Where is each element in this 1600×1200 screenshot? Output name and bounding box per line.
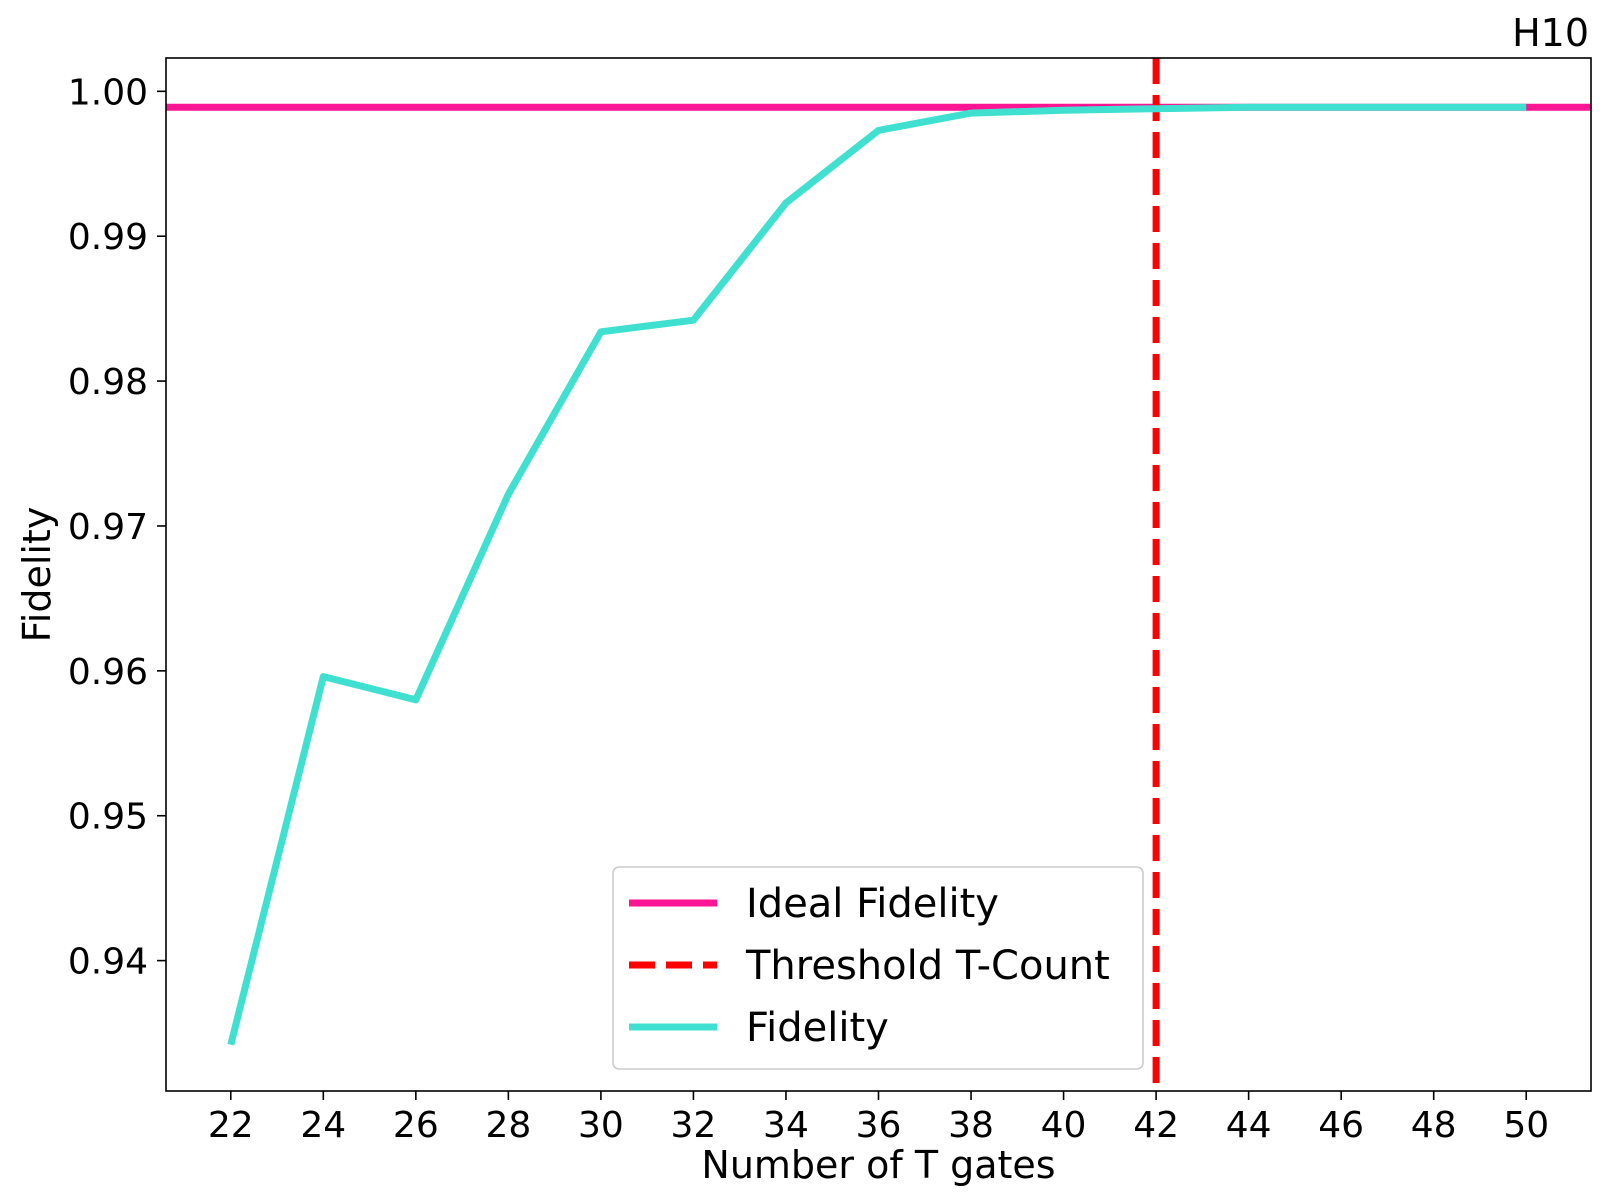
- x-tick-label: 24: [300, 1105, 346, 1146]
- x-tick-label: 50: [1503, 1105, 1549, 1146]
- x-tick-label: 22: [208, 1105, 254, 1146]
- x-tick-label: 32: [671, 1105, 717, 1146]
- legend-box: [612, 866, 1144, 1070]
- x-tick-label: 28: [485, 1105, 531, 1146]
- y-tick-label: 0.96: [68, 652, 148, 693]
- legend-label: Threshold T-Count: [745, 943, 1110, 989]
- y-tick-label: 0.94: [68, 942, 148, 983]
- legend: Ideal Fidelity Threshold T-Count Fidelity: [612, 866, 1144, 1070]
- x-axis-label: Number of T gates: [701, 1143, 1055, 1187]
- x-tick-label: 42: [1133, 1105, 1179, 1146]
- chart-title: H10: [1512, 11, 1589, 55]
- x-tick-label: 26: [393, 1105, 439, 1146]
- x-tick-label: 36: [856, 1105, 902, 1146]
- plot-marks: [166, 58, 1591, 1091]
- legend-label: Ideal Fidelity: [746, 881, 999, 927]
- x-tick-label: 30: [578, 1105, 624, 1146]
- plot-area: [166, 58, 1591, 1091]
- y-tick-label: 0.98: [68, 362, 148, 403]
- y-tick-label: 0.97: [68, 507, 148, 548]
- x-tick-label: 34: [763, 1105, 809, 1146]
- legend-item-ideal-fidelity: Ideal Fidelity: [629, 881, 999, 927]
- x-tick-label: 38: [948, 1105, 994, 1146]
- y-tick-label: 1.00: [68, 72, 148, 113]
- legend-item-threshold-t-count: Threshold T-Count: [629, 943, 1110, 989]
- y-tick-label: 0.95: [68, 797, 148, 838]
- y-tick-label: 0.99: [68, 217, 148, 258]
- legend-item-fidelity: Fidelity: [629, 1005, 889, 1051]
- x-tick-label: 44: [1226, 1105, 1272, 1146]
- y-axis-label: Fidelity: [15, 507, 59, 643]
- axis-ticks: 22 24 26 28 30 32 34 36 38 40 42 44 46 48 50 0.94 0.95 0.…: [68, 72, 1549, 1146]
- x-tick-label: 48: [1411, 1105, 1457, 1146]
- legend-label: Fidelity: [746, 1005, 889, 1051]
- x-tick-label: 40: [1041, 1105, 1087, 1146]
- x-tick-label: 46: [1318, 1105, 1364, 1146]
